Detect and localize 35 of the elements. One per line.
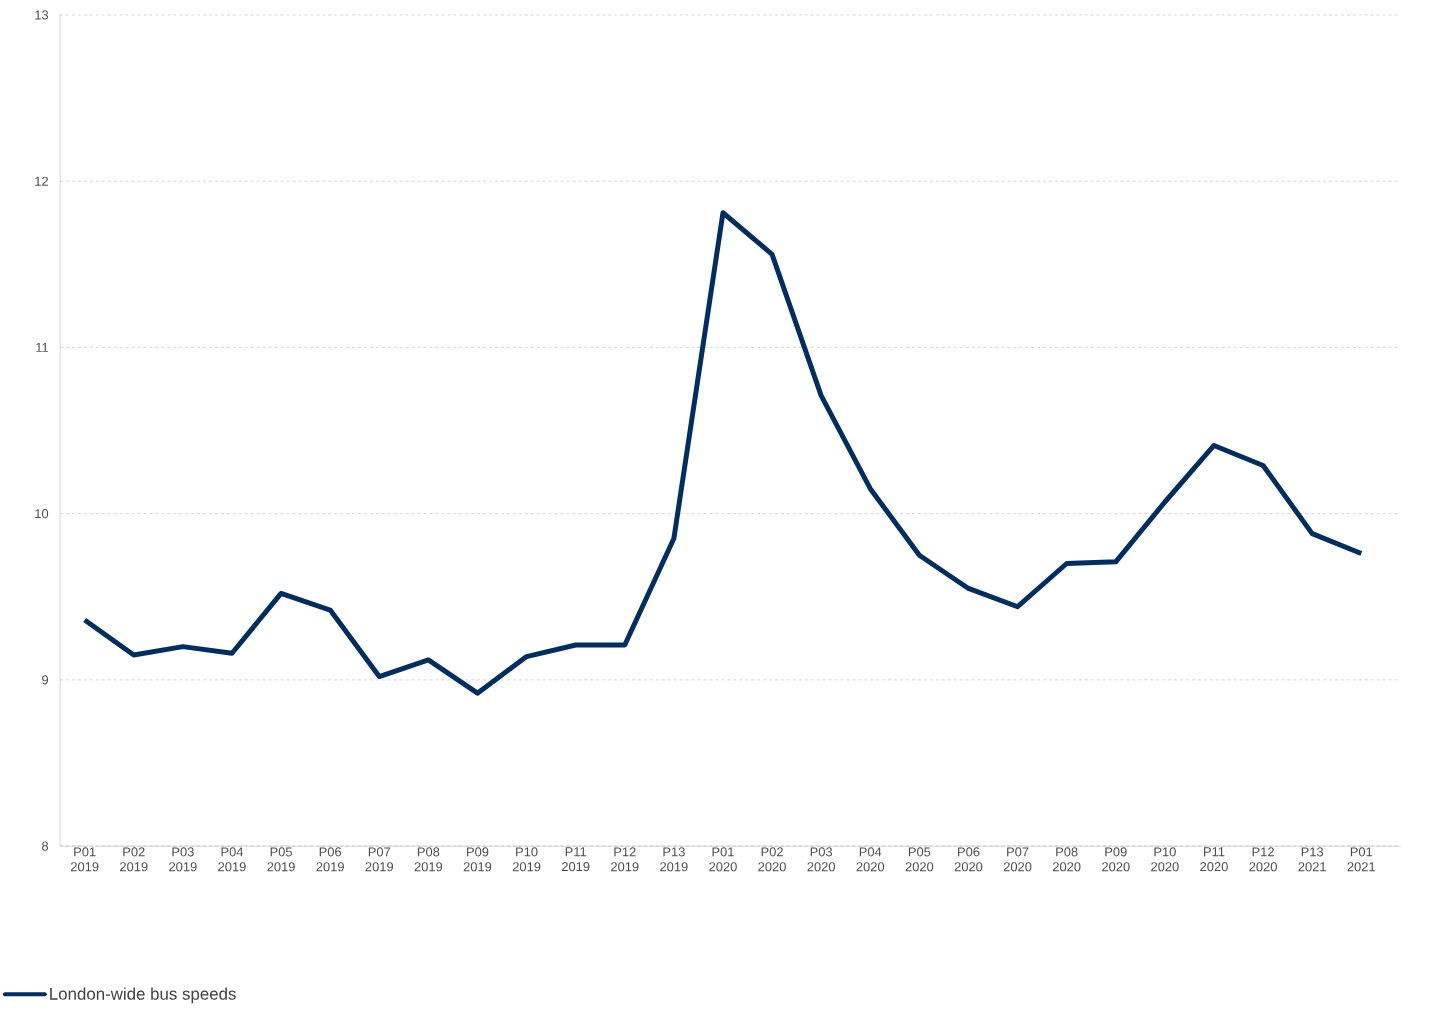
x-tick-label: P06 2020 xyxy=(954,847,983,872)
x-tick-label: P04 2019 xyxy=(218,847,246,872)
x-tick-label: P12 2020 xyxy=(1249,847,1277,872)
x-tick-label: P11 2020 xyxy=(1200,847,1228,872)
x-tick-label: P08 2019 xyxy=(414,847,443,872)
x-tick-label: P05 2020 xyxy=(905,847,934,872)
x-tick-label: P01 2019 xyxy=(70,847,99,872)
x-tick-label: P12 2019 xyxy=(611,847,639,872)
y-tick-label: 13 xyxy=(35,10,49,20)
line-series xyxy=(82,210,1364,696)
y-tick-label: 8 xyxy=(42,841,49,851)
x-tick-label: P09 2019 xyxy=(463,847,492,872)
x-tick-label: P01 2020 xyxy=(709,847,737,872)
y-tick-label: 10 xyxy=(35,509,49,519)
x-tick-label: P03 2020 xyxy=(807,847,836,872)
x-tick-label: P09 2020 xyxy=(1102,847,1130,872)
x-tick-label: P07 2020 xyxy=(1003,847,1032,872)
y-tick-label: 12 xyxy=(35,176,48,186)
x-tick-label: P04 2020 xyxy=(856,847,885,872)
x-tick-label: P03 2019 xyxy=(169,847,197,872)
x-tick-label: P02 2019 xyxy=(120,847,148,872)
x-tick-label: P11 2019 xyxy=(561,847,590,872)
x-tick-label: P10 2020 xyxy=(1151,847,1179,872)
x-tick-label: P06 2019 xyxy=(316,847,344,872)
y-tick-label: 11 xyxy=(36,343,49,353)
x-tick-label: P13 2021 xyxy=(1298,847,1326,872)
x-tick-label: P08 2020 xyxy=(1052,847,1081,872)
x-tick-label: P10 2019 xyxy=(512,847,541,872)
x-tick-label: P01 2021 xyxy=(1347,847,1375,872)
legend-label: London-wide bus speeds xyxy=(50,987,236,1004)
x-tick-label: P05 2019 xyxy=(267,847,295,872)
x-tick-label: P07 2019 xyxy=(365,847,394,872)
x-tick-label: P02 2020 xyxy=(758,847,786,872)
x-tick-label: P13 2019 xyxy=(660,847,688,872)
y-tick-label: 9 xyxy=(42,675,49,685)
